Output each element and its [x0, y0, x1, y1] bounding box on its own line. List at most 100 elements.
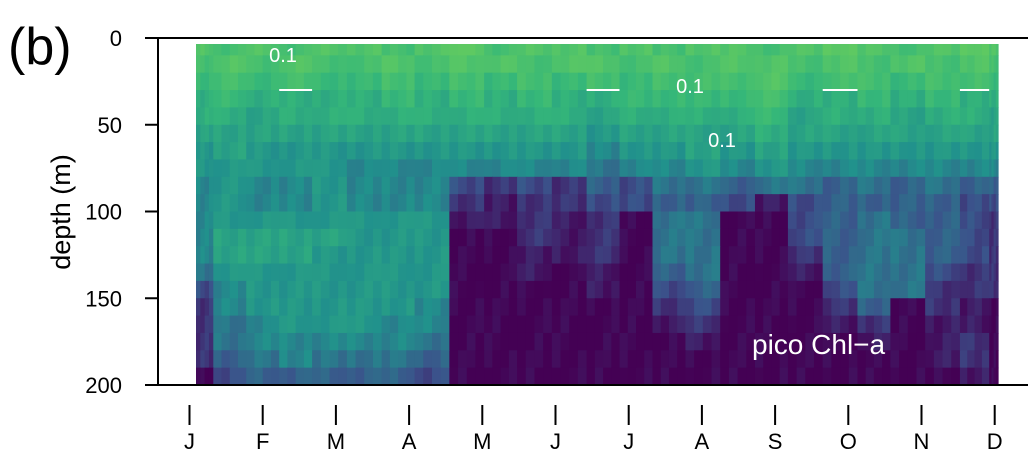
- heatmap-cell: [204, 228, 210, 247]
- heatmap-cell: [899, 72, 909, 91]
- heatmap-cell: [840, 44, 850, 56]
- heatmap-cell: [254, 90, 264, 108]
- heatmap-cell: [560, 228, 570, 247]
- heatmap-cell: [728, 159, 739, 178]
- heatmap-cell: [466, 194, 477, 213]
- heatmap-cell: [981, 55, 990, 74]
- heatmap-cell: [569, 176, 579, 195]
- heatmap-cell: [414, 44, 424, 56]
- heatmap-cell: [338, 72, 348, 91]
- heatmap-cell: [890, 211, 900, 230]
- heatmap-cell: [636, 211, 645, 230]
- heatmap-cell: [711, 350, 721, 369]
- heatmap-cell: [993, 298, 997, 317]
- heatmap-cell: [270, 263, 280, 282]
- heatmap-cell: [229, 367, 239, 386]
- heatmap-cell: [492, 176, 502, 195]
- heatmap-cell: [660, 298, 670, 317]
- heatmap-cell: [746, 72, 756, 91]
- heatmap-cell: [677, 90, 687, 108]
- heatmap-cell: [508, 159, 518, 178]
- heatmap-cell: [364, 367, 374, 386]
- heatmap-cell: [644, 90, 654, 108]
- heatmap-cell: [959, 194, 968, 213]
- heatmap-cell: [414, 228, 424, 247]
- heatmap-cell: [603, 124, 612, 143]
- heatmap-cell: [848, 90, 859, 108]
- heatmap-cell: [942, 280, 952, 299]
- heatmap-cell: [517, 280, 527, 299]
- heatmap-cell: [196, 159, 201, 178]
- heatmap-cell: [873, 246, 883, 265]
- heatmap-cell: [500, 350, 510, 369]
- heatmap-cell: [320, 263, 331, 282]
- heatmap-cell: [981, 159, 990, 178]
- heatmap-cell: [720, 142, 730, 161]
- heatmap-cell: [907, 298, 918, 317]
- heatmap-cell: [398, 332, 407, 351]
- heatmap-cell: [577, 107, 588, 126]
- heatmap-cell: [787, 90, 798, 108]
- heatmap-cell: [303, 280, 313, 299]
- heatmap-cell: [796, 44, 806, 56]
- heatmap-cell: [668, 211, 678, 230]
- heatmap-cell: [577, 280, 588, 299]
- heatmap-cell: [771, 246, 781, 265]
- heatmap-cell: [577, 72, 588, 91]
- heatmap-cell: [925, 367, 935, 386]
- heatmap-cell: [737, 367, 747, 386]
- heatmap-cell: [449, 90, 459, 108]
- heatmap-cell: [660, 55, 670, 74]
- heatmap-cell: [270, 367, 280, 386]
- heatmap-cell: [933, 332, 944, 351]
- heatmap-cell: [754, 263, 764, 282]
- heatmap-cell: [967, 159, 976, 178]
- heatmap-cell: [508, 124, 518, 143]
- heatmap-cell: [449, 228, 459, 247]
- heatmap-cell: [796, 367, 806, 386]
- heatmap-cell: [196, 315, 201, 334]
- heatmap-cell: [196, 194, 201, 213]
- heatmap-cell: [603, 211, 612, 230]
- heatmap-cell: [431, 107, 442, 126]
- heatmap-cell: [500, 90, 510, 108]
- heatmap-cell: [398, 280, 407, 299]
- heatmap-cell: [346, 350, 357, 369]
- heatmap-cell: [525, 124, 536, 143]
- heatmap-cell: [389, 44, 399, 56]
- heatmap-cell: [355, 298, 365, 317]
- heatmap-cell: [685, 367, 695, 386]
- heatmap-cell: [389, 194, 399, 213]
- heatmap-cell: [711, 159, 721, 178]
- heatmap-cell: [262, 367, 272, 386]
- heatmap-cell: [196, 90, 201, 108]
- heatmap-cell: [475, 107, 485, 126]
- heatmap-cell: [907, 228, 918, 247]
- heatmap-cell: [270, 55, 280, 74]
- heatmap-cell: [204, 315, 210, 334]
- heatmap-cell: [551, 350, 562, 369]
- heatmap-cell: [466, 211, 477, 230]
- heatmap-cell: [925, 350, 935, 369]
- heatmap-cell: [981, 228, 990, 247]
- heatmap-cell: [569, 72, 579, 91]
- heatmap-cell: [685, 142, 695, 161]
- heatmap-cell: [813, 246, 824, 265]
- heatmap-cell: [586, 367, 596, 386]
- heatmap-cell: [763, 55, 773, 74]
- heatmap-cell: [213, 298, 223, 317]
- heatmap-cell: [406, 107, 416, 126]
- heatmap-cell: [711, 176, 721, 195]
- heatmap-cell: [246, 72, 256, 91]
- heatmap-cell: [857, 332, 867, 351]
- heatmap-cell: [551, 211, 562, 230]
- heatmap-cell: [848, 72, 859, 91]
- heatmap-cell: [270, 315, 280, 334]
- heatmap-cell: [534, 246, 544, 265]
- heatmap-cell: [458, 90, 468, 108]
- heatmap-cell: [813, 176, 824, 195]
- heatmap-cell: [993, 44, 997, 56]
- heatmap-cell: [406, 44, 416, 56]
- heatmap-cell: [831, 107, 841, 126]
- heatmap-cell: [423, 107, 433, 126]
